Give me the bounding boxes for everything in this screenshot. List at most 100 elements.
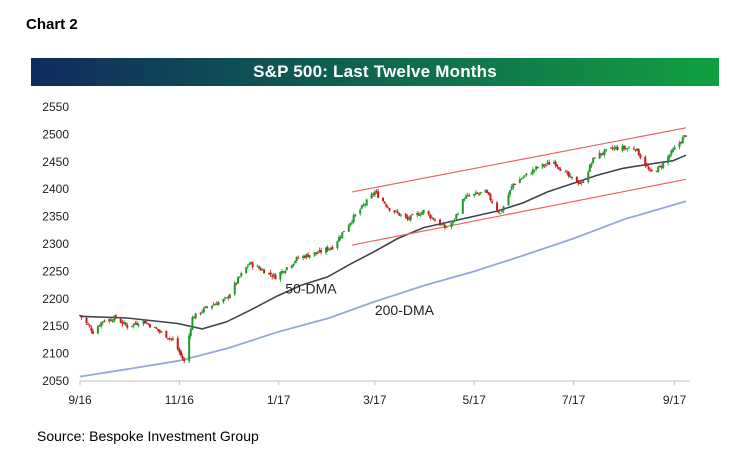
candle-body — [660, 166, 663, 168]
candle-body — [227, 296, 230, 298]
candle-body — [432, 218, 435, 220]
candle-body — [233, 283, 236, 295]
candle-body — [489, 194, 492, 201]
candle-body — [450, 223, 453, 228]
candle-body — [616, 147, 619, 150]
candle-body — [667, 156, 670, 164]
candle-body — [124, 322, 127, 325]
candle-body — [386, 207, 389, 209]
candle-body — [285, 267, 288, 270]
candle-body — [297, 257, 300, 259]
candle-body — [465, 195, 468, 199]
candle-body — [668, 155, 671, 158]
candle-body — [554, 161, 557, 166]
candle-body — [497, 210, 500, 213]
candle-body — [533, 169, 536, 171]
candle-body — [671, 149, 674, 152]
candle-body — [98, 325, 101, 327]
candle-body — [404, 213, 407, 218]
candle-body — [237, 277, 240, 284]
candle-body — [199, 312, 202, 314]
candle-body — [559, 169, 562, 171]
x-tick-label: 7/17 — [562, 393, 586, 407]
candle-body — [566, 171, 569, 173]
candle-body — [136, 323, 139, 325]
candle-body — [518, 179, 521, 184]
candle-body — [455, 214, 458, 219]
candle-body — [338, 236, 341, 242]
candle-body — [463, 199, 466, 201]
candle-body — [395, 210, 398, 212]
candle-body — [662, 162, 665, 169]
candle-body — [183, 359, 186, 362]
candle-body — [122, 321, 125, 324]
candle-body — [377, 191, 380, 198]
candle-body — [225, 297, 228, 299]
candle-body — [639, 154, 642, 158]
candle-body — [324, 247, 327, 253]
candle-body — [673, 147, 676, 150]
candle-body — [315, 252, 318, 254]
candle-body — [510, 186, 513, 190]
candle-body — [210, 305, 213, 309]
candle-body — [525, 173, 528, 176]
candle-body — [176, 338, 179, 350]
candle-body — [645, 165, 648, 167]
candle-body — [685, 135, 687, 137]
candle-body — [282, 271, 285, 273]
candle-body — [178, 349, 181, 353]
candle-body — [507, 195, 510, 206]
candle-body — [422, 209, 425, 213]
candle-body — [613, 147, 616, 150]
candle-body — [621, 146, 624, 151]
candle-body — [189, 328, 192, 336]
candle-body — [421, 212, 424, 215]
candle-body — [318, 249, 321, 253]
candle-body — [461, 199, 464, 214]
candle-body — [201, 311, 204, 313]
candle-body — [456, 213, 459, 215]
channel-line-lower — [351, 178, 687, 246]
candle-body — [598, 152, 601, 159]
candle-body — [636, 148, 639, 151]
candle-body — [362, 204, 365, 206]
candle-body — [393, 210, 396, 213]
candle-body — [100, 322, 103, 327]
candle-body — [145, 322, 148, 324]
candle-body — [443, 224, 446, 228]
x-tick-label: 9/17 — [663, 393, 687, 407]
candle-body — [251, 262, 254, 268]
candle-body — [114, 315, 117, 319]
candle-body — [316, 252, 319, 254]
candle-body — [284, 270, 287, 273]
candle-body — [523, 175, 526, 177]
candle-body — [90, 327, 93, 332]
candle-body — [600, 153, 603, 155]
candle-body — [144, 320, 147, 324]
candle-body — [303, 255, 306, 258]
candle-body — [614, 146, 617, 149]
y-tick-label: 2150 — [42, 319, 69, 333]
candle-body — [678, 142, 681, 148]
candle-body — [452, 220, 455, 223]
candle-body — [479, 192, 482, 194]
y-tick-label: 2050 — [42, 374, 69, 388]
candle-body — [137, 324, 140, 326]
candle-body — [132, 323, 135, 326]
candle-body — [305, 254, 308, 258]
candle-body — [119, 318, 122, 323]
candle-body — [541, 163, 544, 168]
candle-body — [351, 221, 354, 223]
candle-body — [202, 307, 205, 313]
candle-body — [417, 213, 420, 216]
candle-body — [96, 326, 99, 334]
y-tick-label: 2300 — [42, 237, 69, 251]
candle-body — [579, 182, 582, 184]
candle-body — [530, 173, 533, 175]
candle-body — [235, 282, 238, 284]
candle-body — [328, 248, 331, 251]
candle-body — [509, 190, 512, 195]
candle-body — [440, 224, 443, 226]
candle-body — [570, 176, 573, 178]
candle-body — [556, 164, 559, 167]
